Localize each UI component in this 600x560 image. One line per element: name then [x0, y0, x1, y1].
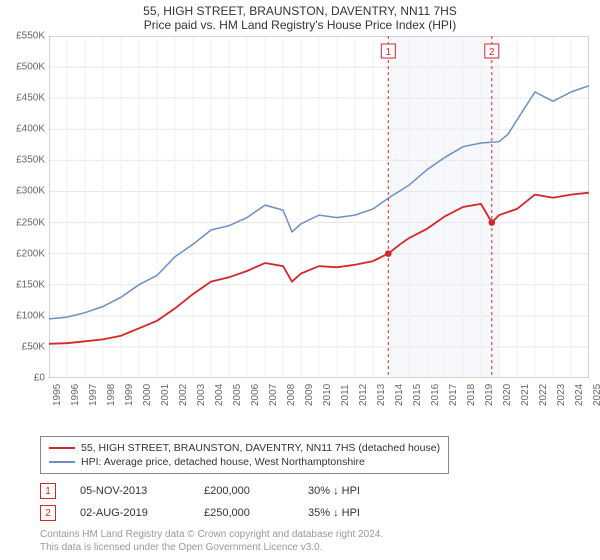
- x-tick-label: 2022: [538, 384, 540, 406]
- footer-line1: Contains HM Land Registry data © Crown c…: [40, 528, 590, 541]
- x-tick-label: 1998: [106, 384, 108, 406]
- x-tick-label: 2012: [358, 384, 360, 406]
- x-tick-label: 2015: [412, 384, 414, 406]
- title-main: 55, HIGH STREET, BRAUNSTON, DAVENTRY, NN…: [0, 4, 600, 18]
- legend-swatch: [49, 447, 75, 449]
- x-tick-label: 2023: [556, 384, 558, 406]
- x-tick-label: 2021: [520, 384, 522, 406]
- marker-delta: 35% ↓ HPI: [308, 507, 360, 519]
- marker-delta: 30% ↓ HPI: [308, 485, 360, 497]
- x-tick-label: 2013: [376, 384, 378, 406]
- x-tick-label: 2006: [250, 384, 252, 406]
- marker-date: 02-AUG-2019: [80, 507, 180, 519]
- y-tick-label: £450K: [9, 93, 45, 104]
- x-tick-label: 2007: [268, 384, 270, 406]
- legend-label: HPI: Average price, detached house, West…: [81, 456, 365, 468]
- x-tick-label: 2024: [574, 384, 576, 406]
- y-tick-label: £400K: [9, 124, 45, 135]
- x-tick-label: 1995: [52, 384, 54, 406]
- legend-swatch: [49, 461, 75, 463]
- x-tick-label: 2008: [286, 384, 288, 406]
- y-tick-label: £250K: [9, 217, 45, 228]
- legend-row: HPI: Average price, detached house, West…: [49, 455, 440, 469]
- x-tick-label: 2000: [142, 384, 144, 406]
- svg-text:2: 2: [489, 47, 495, 58]
- x-tick-label: 2010: [322, 384, 324, 406]
- x-tick-label: 2025: [592, 384, 594, 406]
- footer-note: Contains HM Land Registry data © Crown c…: [40, 528, 590, 554]
- x-tick-label: 2003: [196, 384, 198, 406]
- y-tick-label: £350K: [9, 155, 45, 166]
- x-tick-label: 1997: [88, 384, 90, 406]
- marker-price: £250,000: [204, 507, 284, 519]
- x-tick-label: 1999: [124, 384, 126, 406]
- x-tick-label: 2014: [394, 384, 396, 406]
- x-tick-label: 2001: [160, 384, 162, 406]
- y-tick-label: £550K: [9, 31, 45, 42]
- legend-row: 55, HIGH STREET, BRAUNSTON, DAVENTRY, NN…: [49, 441, 440, 455]
- x-tick-label: 2004: [214, 384, 216, 406]
- x-tick-label: 2020: [502, 384, 504, 406]
- chart-svg: 12: [49, 36, 589, 378]
- y-tick-label: £100K: [9, 310, 45, 321]
- marker-badge: 2: [40, 505, 56, 521]
- y-tick-label: £500K: [9, 62, 45, 73]
- plot-area: 12 £0£50K£100K£150K£200K£250K£300K£350K£…: [9, 36, 591, 406]
- x-tick-label: 2005: [232, 384, 234, 406]
- svg-text:1: 1: [386, 47, 392, 58]
- x-tick-label: 1996: [70, 384, 72, 406]
- footer-line2: This data is licensed under the Open Gov…: [40, 541, 590, 554]
- x-tick-label: 2011: [340, 384, 342, 406]
- x-tick-label: 2009: [304, 384, 306, 406]
- marker-badge: 1: [40, 483, 56, 499]
- x-tick-label: 2002: [178, 384, 180, 406]
- legend-label: 55, HIGH STREET, BRAUNSTON, DAVENTRY, NN…: [81, 442, 440, 454]
- y-tick-label: £150K: [9, 279, 45, 290]
- x-tick-label: 2017: [448, 384, 450, 406]
- y-tick-label: £0: [9, 373, 45, 384]
- legend: 55, HIGH STREET, BRAUNSTON, DAVENTRY, NN…: [40, 436, 449, 474]
- title-sub: Price paid vs. HM Land Registry's House …: [0, 18, 600, 32]
- x-tick-label: 2018: [466, 384, 468, 406]
- y-tick-label: £50K: [9, 341, 45, 352]
- marker-row: 2 02-AUG-2019 £250,000 35% ↓ HPI: [40, 502, 590, 524]
- marker-price: £200,000: [204, 485, 284, 497]
- marker-row: 1 05-NOV-2013 £200,000 30% ↓ HPI: [40, 480, 590, 502]
- marker-date: 05-NOV-2013: [80, 485, 180, 497]
- marker-table: 1 05-NOV-2013 £200,000 30% ↓ HPI 2 02-AUG-201…: [40, 480, 590, 524]
- x-tick-label: 2019: [484, 384, 486, 406]
- x-tick-label: 2016: [430, 384, 432, 406]
- titles: 55, HIGH STREET, BRAUNSTON, DAVENTRY, NN…: [0, 0, 600, 32]
- y-tick-label: £200K: [9, 248, 45, 259]
- chart-container: 55, HIGH STREET, BRAUNSTON, DAVENTRY, NN…: [0, 0, 600, 554]
- y-tick-label: £300K: [9, 186, 45, 197]
